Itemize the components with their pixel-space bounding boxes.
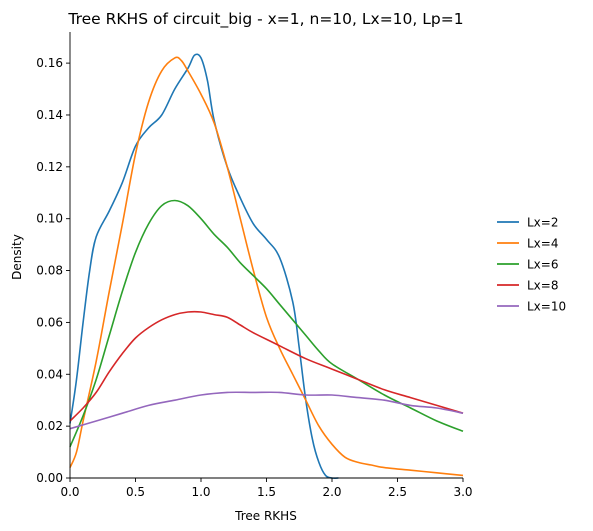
x-tick-label-6: 3.0 — [453, 485, 472, 499]
series-line-3 — [69, 199, 464, 448]
x-tick-label-3: 1.5 — [257, 485, 276, 499]
y-tick-label-8: 0.16 — [36, 56, 63, 70]
x-tick-label-4: 2.0 — [322, 485, 341, 499]
x-tick-label-2: 1.0 — [191, 485, 210, 499]
legend-label-5: Lx=10 — [527, 300, 566, 314]
series-line-4 — [69, 310, 464, 422]
axes: 0.0 0.5 1.0 1.5 2.0 2.5 3.0 0.00 0.02 0.04 0.06 0.0… — [36, 32, 473, 499]
x-axis-label: Tree RKHS — [234, 509, 297, 523]
series-line-5 — [69, 391, 464, 430]
y-tick-label-5: 0.10 — [36, 212, 63, 226]
y-tick-label-6: 0.12 — [36, 160, 63, 174]
legend-label-3: Lx=6 — [527, 258, 558, 272]
y-tick-label-0: 0.00 — [36, 471, 63, 485]
y-tick-label-3: 0.06 — [36, 315, 63, 329]
x-tick-label-0: 0.0 — [60, 485, 79, 499]
legend-label-2: Lx=4 — [527, 237, 558, 251]
y-tick-label-1: 0.02 — [36, 419, 63, 433]
legend: Lx=2 Lx=4 Lx=6 Lx=8 Lx=10 — [497, 216, 566, 314]
series-line-2 — [69, 56, 464, 477]
x-tick-label-5: 2.5 — [388, 485, 407, 499]
y-tick-label-2: 0.04 — [36, 367, 63, 381]
y-axis-label: Density — [10, 234, 24, 280]
legend-label-1: Lx=2 — [527, 216, 558, 230]
y-tick-label-7: 0.14 — [36, 108, 63, 122]
x-tick-label-1: 0.5 — [126, 485, 145, 499]
legend-label-4: Lx=8 — [527, 279, 558, 293]
y-tick-label-4: 0.08 — [36, 264, 63, 278]
plot-lines — [69, 53, 464, 479]
chart-title: Tree RKHS of circuit_big - x=1, n=10, Lx… — [67, 10, 463, 29]
series-line-1 — [69, 53, 339, 479]
